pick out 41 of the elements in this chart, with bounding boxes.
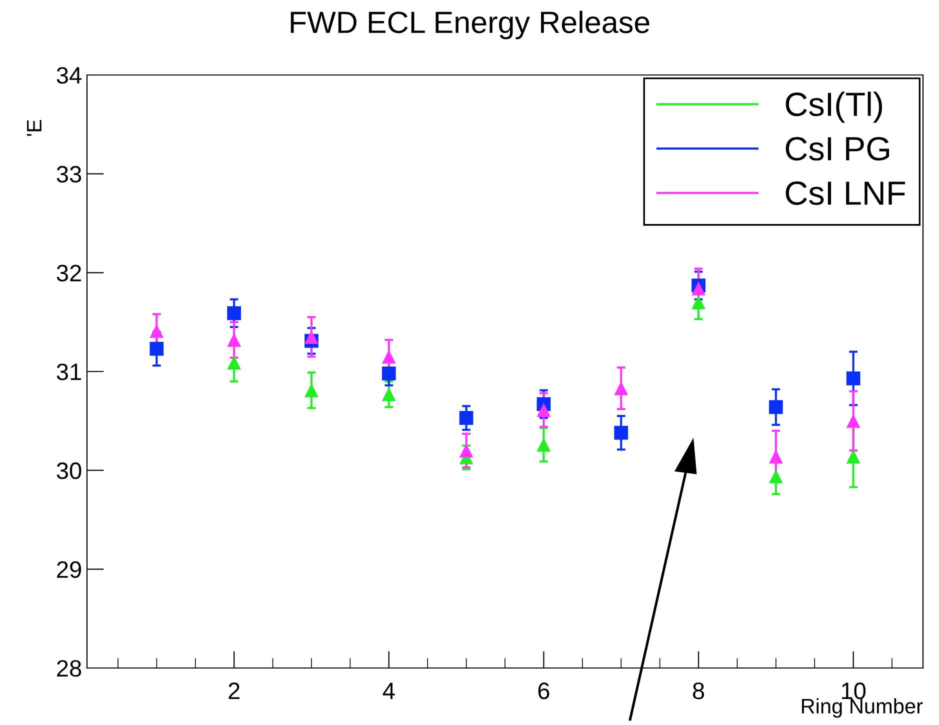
point <box>536 438 551 452</box>
point <box>846 371 860 386</box>
y-tick-label: 31 <box>56 364 81 380</box>
point <box>150 324 164 338</box>
x-tick-label: 4 <box>382 682 395 699</box>
point <box>768 450 783 464</box>
x-tick-label: 6 <box>538 682 550 700</box>
x-axis-title: Ring Number <box>802 698 923 718</box>
point <box>150 342 164 356</box>
point <box>382 366 396 380</box>
point <box>614 381 628 396</box>
y-tick-label: 33 <box>56 166 82 183</box>
point <box>768 469 783 484</box>
point <box>768 400 783 414</box>
y-axis-title: 'E <box>27 120 42 136</box>
legend-label: CsI LNF <box>786 181 905 205</box>
y-tick-label: 34 <box>56 67 82 84</box>
y-tick-label: 29 <box>57 561 82 578</box>
point <box>227 306 242 320</box>
point <box>382 350 396 364</box>
point <box>382 387 396 402</box>
point <box>614 426 628 440</box>
y-tick-label: 28 <box>57 660 82 677</box>
point <box>692 282 706 296</box>
chart-title: FWD ECL Energy Release <box>290 10 650 40</box>
point <box>227 332 242 347</box>
point <box>304 383 318 398</box>
y-tick-label: 32 <box>56 264 81 282</box>
point <box>846 450 860 464</box>
point <box>459 411 474 425</box>
point <box>459 444 474 458</box>
y-tick-label: 30 <box>56 462 82 480</box>
x-tick-label: 10 <box>842 682 866 700</box>
x-tick-label: 2 <box>228 682 240 699</box>
legend-label: CsI(Tl) <box>786 92 882 123</box>
x-tick-label: 8 <box>692 682 704 700</box>
point <box>227 356 242 370</box>
point <box>692 295 706 310</box>
point <box>536 403 551 417</box>
legend-label: CsI PG <box>786 136 890 161</box>
point <box>846 414 860 428</box>
